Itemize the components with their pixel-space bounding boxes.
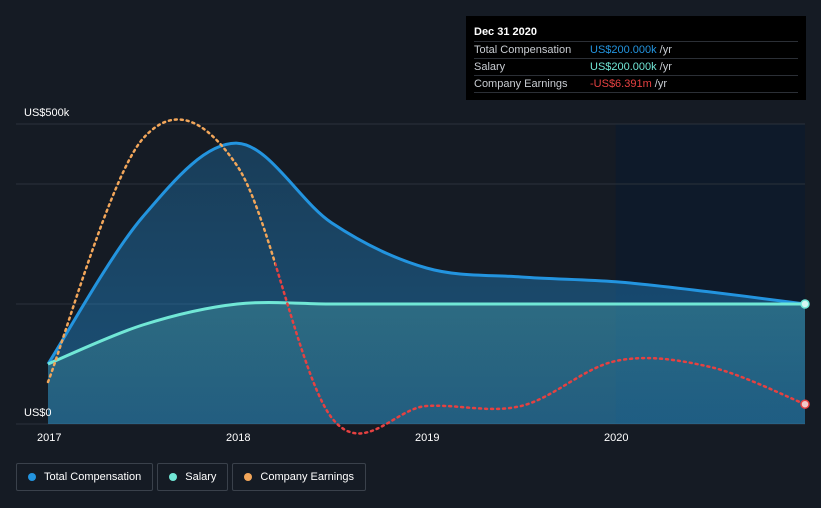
x-tick-label-2020: 2020 bbox=[604, 432, 628, 444]
x-tick-label-2018: 2018 bbox=[226, 432, 250, 444]
y-tick-label-top: US$500k bbox=[24, 107, 70, 119]
tooltip-value: US$200.000k bbox=[590, 44, 657, 56]
legend-item-total-compensation[interactable]: Total Compensation bbox=[16, 463, 154, 491]
tooltip-unit: /yr bbox=[659, 61, 672, 73]
tooltip: Dec 31 2020 Total Compensation US$200.00… bbox=[466, 16, 806, 100]
tooltip-label: Company Earnings bbox=[474, 78, 568, 90]
tooltip-row-salary: Salary US$200.000k /yr bbox=[474, 58, 798, 75]
y-tick-label-bottom: US$0 bbox=[24, 407, 52, 419]
series-lines bbox=[46, 118, 807, 435]
earnings-endpoint bbox=[800, 399, 810, 409]
series-endpoints bbox=[800, 299, 810, 409]
salary-area bbox=[48, 302, 805, 424]
legend: Total Compensation Salary Company Earnin… bbox=[16, 463, 370, 491]
y-axis: US$500k US$0 bbox=[24, 107, 70, 419]
tooltip-row-total-compensation: Total Compensation US$200.000k /yr bbox=[474, 41, 798, 58]
tooltip-value: US$200.000k bbox=[590, 61, 657, 73]
legend-label: Company Earnings bbox=[260, 471, 354, 483]
tooltip-date: Dec 31 2020 bbox=[474, 26, 537, 38]
legend-dot-icon bbox=[244, 473, 253, 481]
total-compensation-line bbox=[46, 141, 806, 365]
tooltip-unit: /yr bbox=[659, 44, 672, 56]
salary-line bbox=[47, 300, 805, 366]
salary-endpoint bbox=[800, 299, 810, 309]
legend-label: Salary bbox=[185, 471, 217, 483]
x-tick-label-2019: 2019 bbox=[415, 432, 439, 444]
tooltip-unit: /yr bbox=[654, 78, 667, 90]
tooltip-label: Salary bbox=[474, 61, 506, 73]
legend-item-company-earnings[interactable]: Company Earnings bbox=[232, 463, 366, 491]
tooltip-value: -US$6.391m bbox=[590, 78, 652, 90]
tooltip-row-company-earnings: Company Earnings -US$6.391m /yr bbox=[474, 75, 798, 93]
x-tick-label-2017: 2017 bbox=[37, 432, 61, 444]
legend-label: Total Compensation bbox=[44, 471, 142, 483]
tooltip-label: Total Compensation bbox=[474, 44, 572, 56]
company-earnings-line-negative bbox=[275, 259, 807, 435]
legend-item-salary[interactable]: Salary bbox=[157, 463, 229, 491]
legend-dot-icon bbox=[28, 473, 36, 481]
series-areas bbox=[48, 143, 805, 424]
x-axis: 2017 2018 2019 2020 bbox=[37, 432, 628, 444]
legend-dot-icon bbox=[169, 473, 178, 481]
